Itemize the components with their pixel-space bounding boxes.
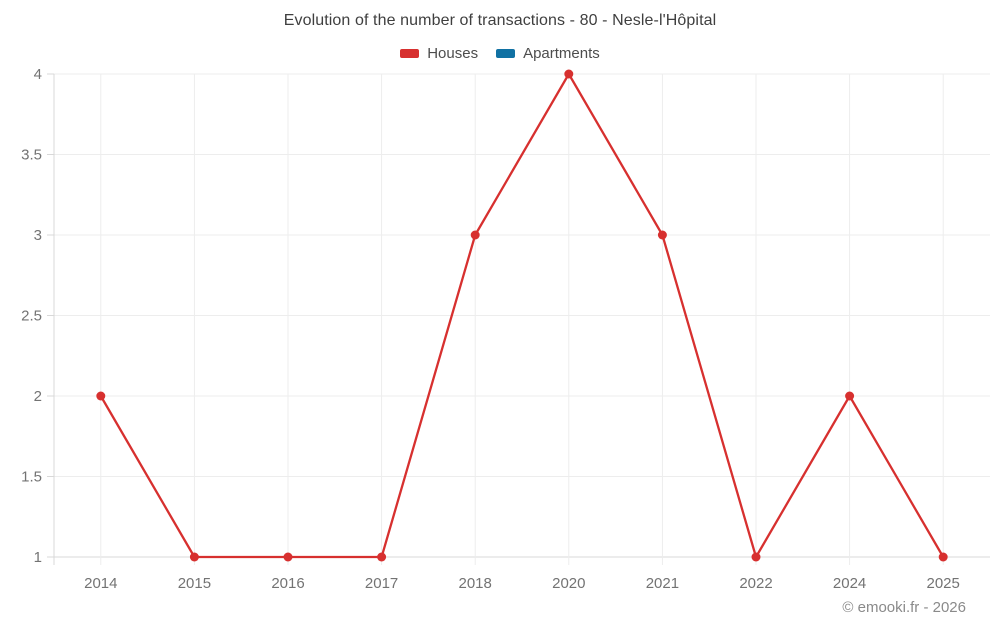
data-point-houses-2020[interactable] [564, 69, 574, 79]
chart-legend: Houses Apartments [0, 45, 1000, 62]
y-tick-label: 2 [34, 388, 42, 405]
y-tick-label: 3.5 [21, 147, 42, 164]
x-tick-label: 2014 [84, 575, 117, 592]
chart-title: Evolution of the number of transactions … [283, 12, 717, 29]
x-tick-label: 2018 [459, 575, 492, 592]
y-tick-label: 4 [34, 66, 42, 83]
legend-marker-apartments [496, 49, 516, 58]
legend-item-houses[interactable]: Houses [400, 45, 478, 62]
y-tick-label: 1 [34, 549, 42, 566]
data-point-houses-2025[interactable] [938, 552, 948, 562]
copyright-text: © emooki.fr - 2026 [842, 599, 966, 616]
legend-item-apartments[interactable]: Apartments [496, 45, 600, 62]
x-tick-label: 2022 [739, 575, 772, 592]
x-tick-label: 2024 [833, 575, 866, 592]
x-tick-label: 2020 [552, 575, 585, 592]
x-tick-label: 2015 [178, 575, 211, 592]
data-point-houses-2015[interactable] [189, 552, 199, 562]
data-point-houses-2016[interactable] [283, 552, 293, 562]
legend-marker-houses [400, 49, 420, 58]
data-point-houses-2017[interactable] [377, 552, 387, 562]
y-tick-label: 2.5 [21, 308, 42, 325]
x-tick-label: 2017 [365, 575, 398, 592]
data-point-houses-2024[interactable] [845, 391, 855, 401]
data-point-houses-2022[interactable] [751, 552, 761, 562]
legend-label: Apartments [523, 45, 600, 62]
series-line-houses [99, 72, 945, 559]
legend-label: Houses [427, 45, 479, 62]
x-tick-label: 2025 [927, 575, 960, 592]
y-tick-label: 3 [34, 227, 42, 244]
x-tick-label: 2016 [271, 575, 304, 592]
x-tick-label: 2021 [646, 575, 679, 592]
y-tick-label: 1.5 [21, 469, 42, 486]
data-point-houses-2018[interactable] [470, 230, 480, 240]
data-point-houses-2014[interactable] [96, 391, 106, 401]
data-point-houses-2021[interactable] [657, 230, 667, 240]
